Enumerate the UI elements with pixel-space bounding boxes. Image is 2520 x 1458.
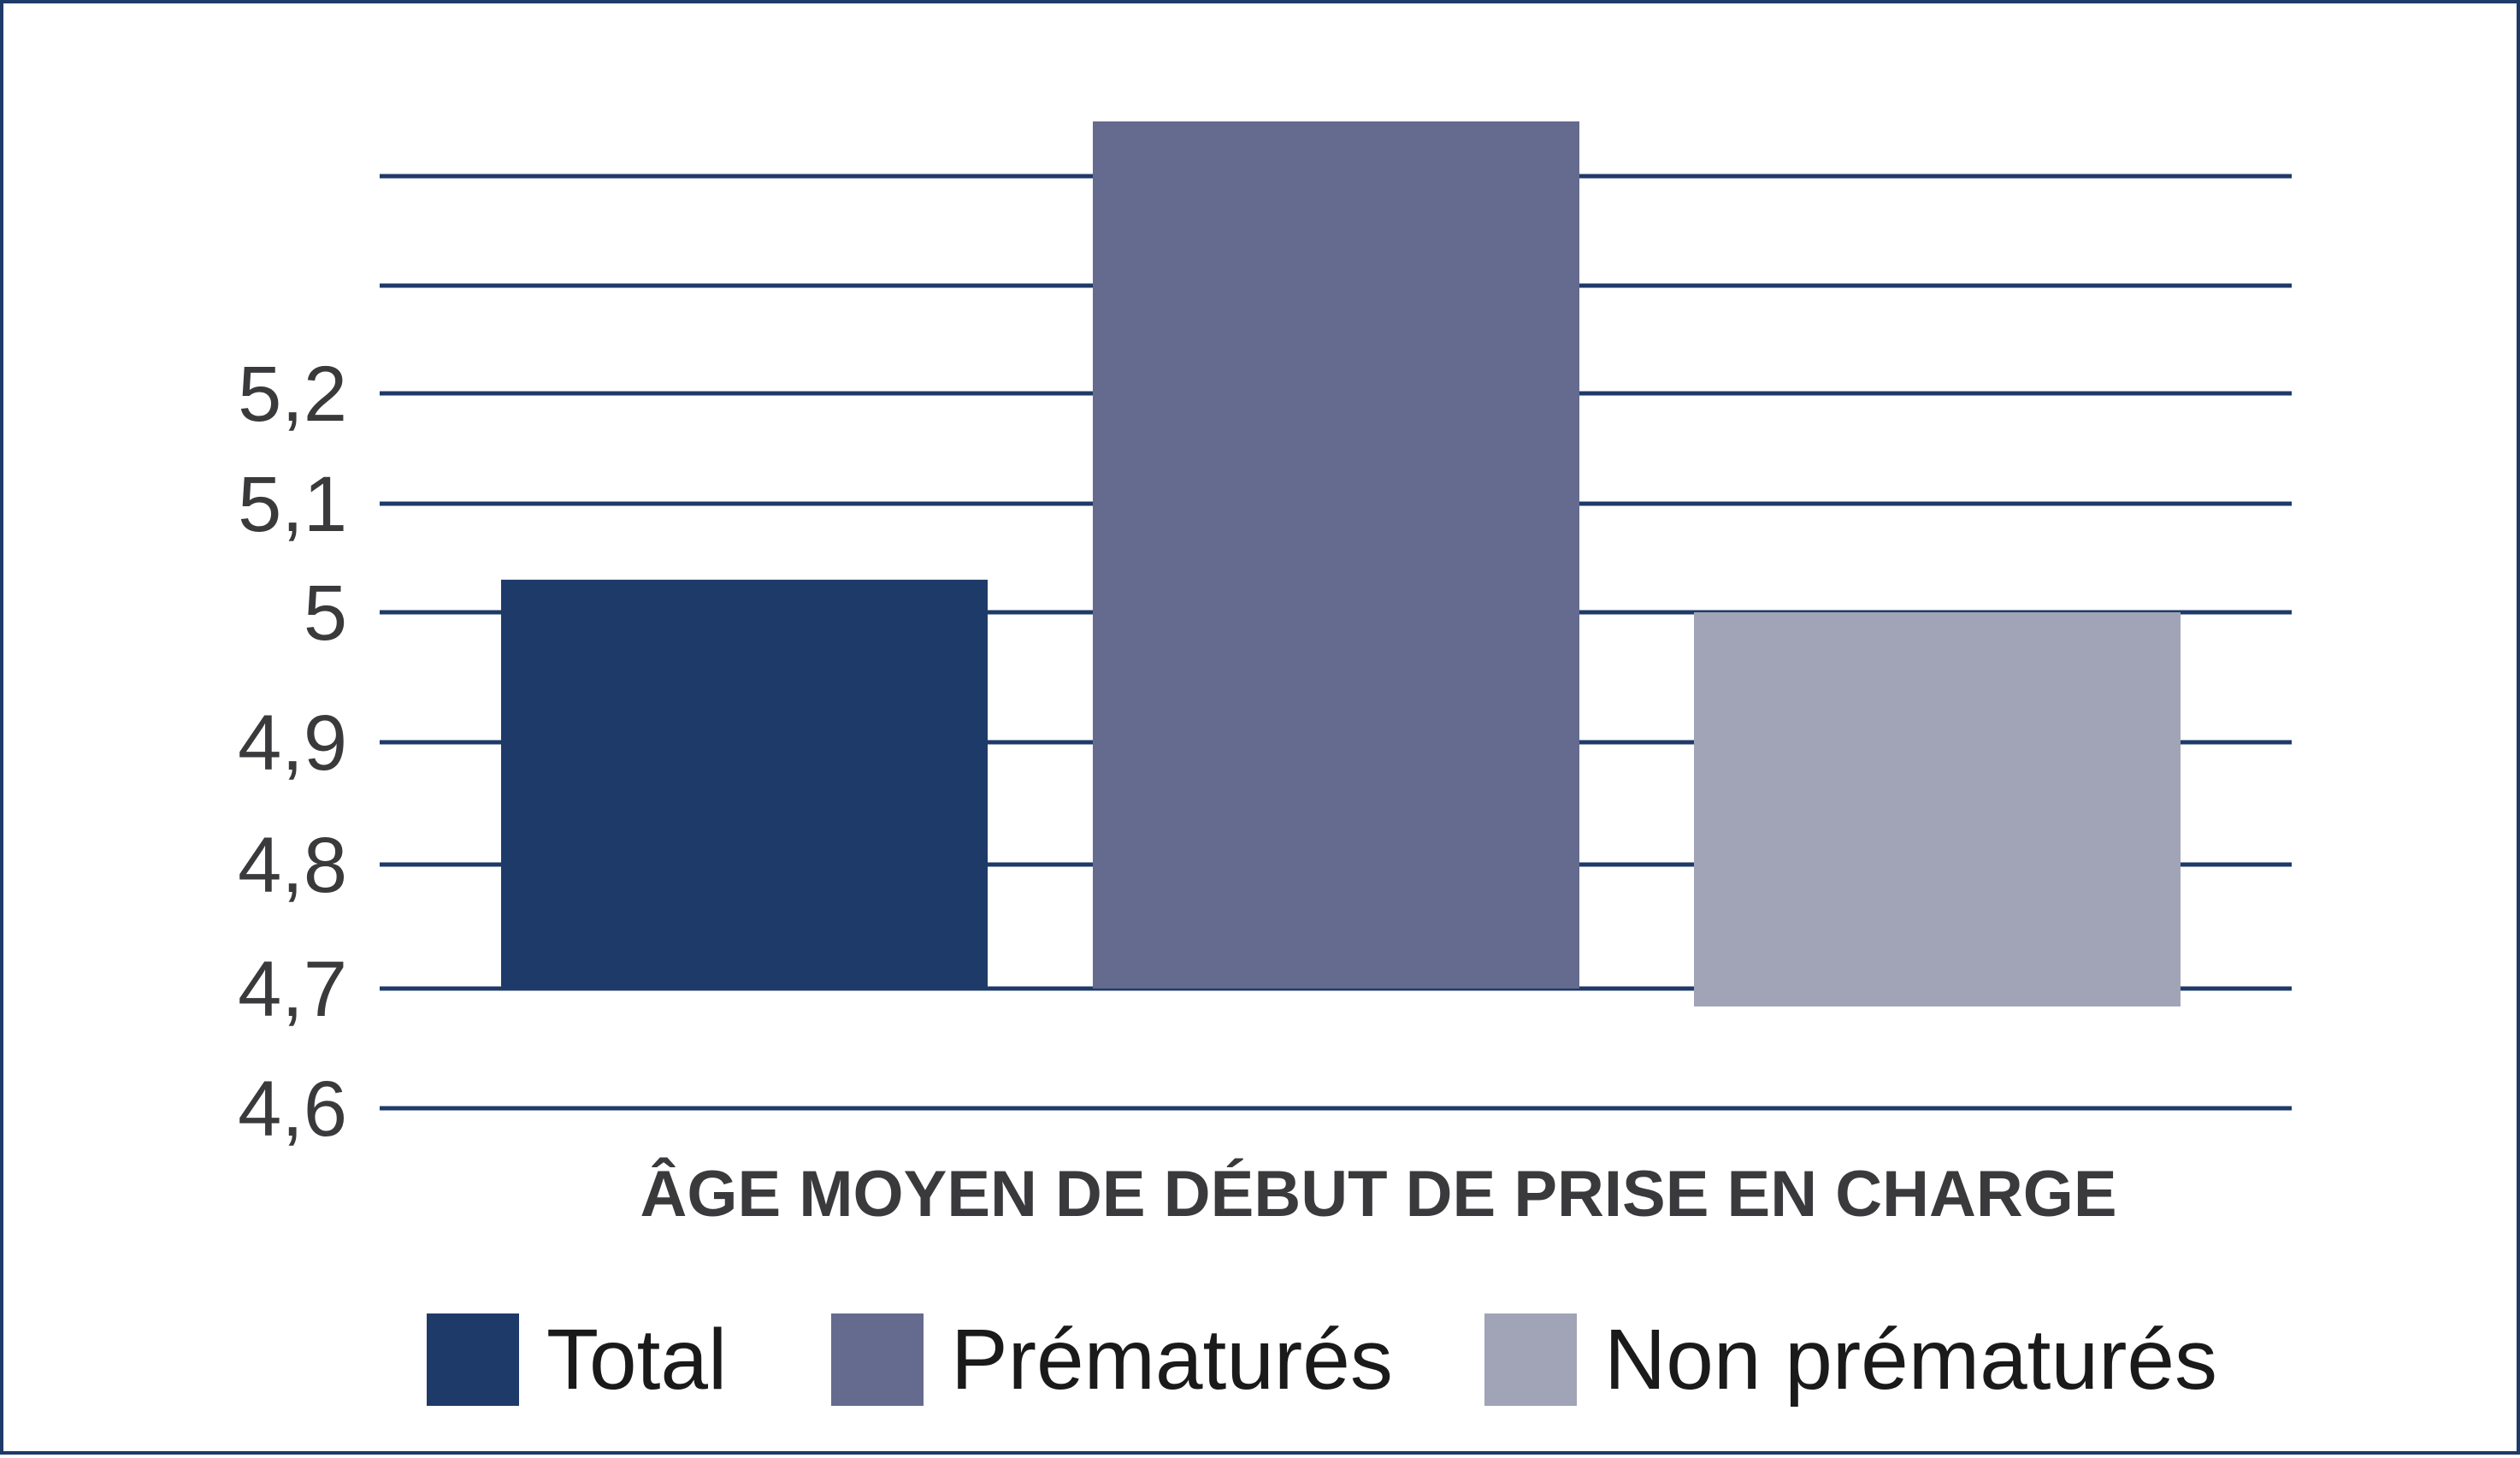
legend-label: Prématurés: [951, 1312, 1393, 1408]
bar: [1093, 121, 1579, 989]
legend-label: Non prématurés: [1604, 1312, 2217, 1408]
legend-label: Total: [546, 1312, 727, 1408]
y-tick-label: 5,1: [238, 461, 347, 548]
y-tick-label: 4,8: [238, 822, 347, 909]
bar: [501, 579, 988, 989]
y-tick-label: 4,6: [238, 1065, 347, 1153]
legend-swatch: [427, 1313, 519, 1406]
y-tick-label: 4,9: [238, 699, 347, 787]
legend-swatch: [831, 1313, 924, 1406]
legend-swatch: [1484, 1313, 1577, 1406]
bar: [1694, 612, 2181, 1006]
x-axis-label: ÂGE MOYEN DE DÉBUT DE PRISE EN CHARGE: [640, 1157, 2116, 1231]
bar-chart: 4,6 4,7 4,8 4,9 5 5,1 5,2 ÂGE MOYEN DE DÉBUT D…: [238, 121, 2292, 1408]
y-tick-label: 4,7: [238, 946, 347, 1033]
y-tick-label: 5: [304, 570, 347, 657]
y-tick-label: 5,2: [238, 351, 347, 438]
